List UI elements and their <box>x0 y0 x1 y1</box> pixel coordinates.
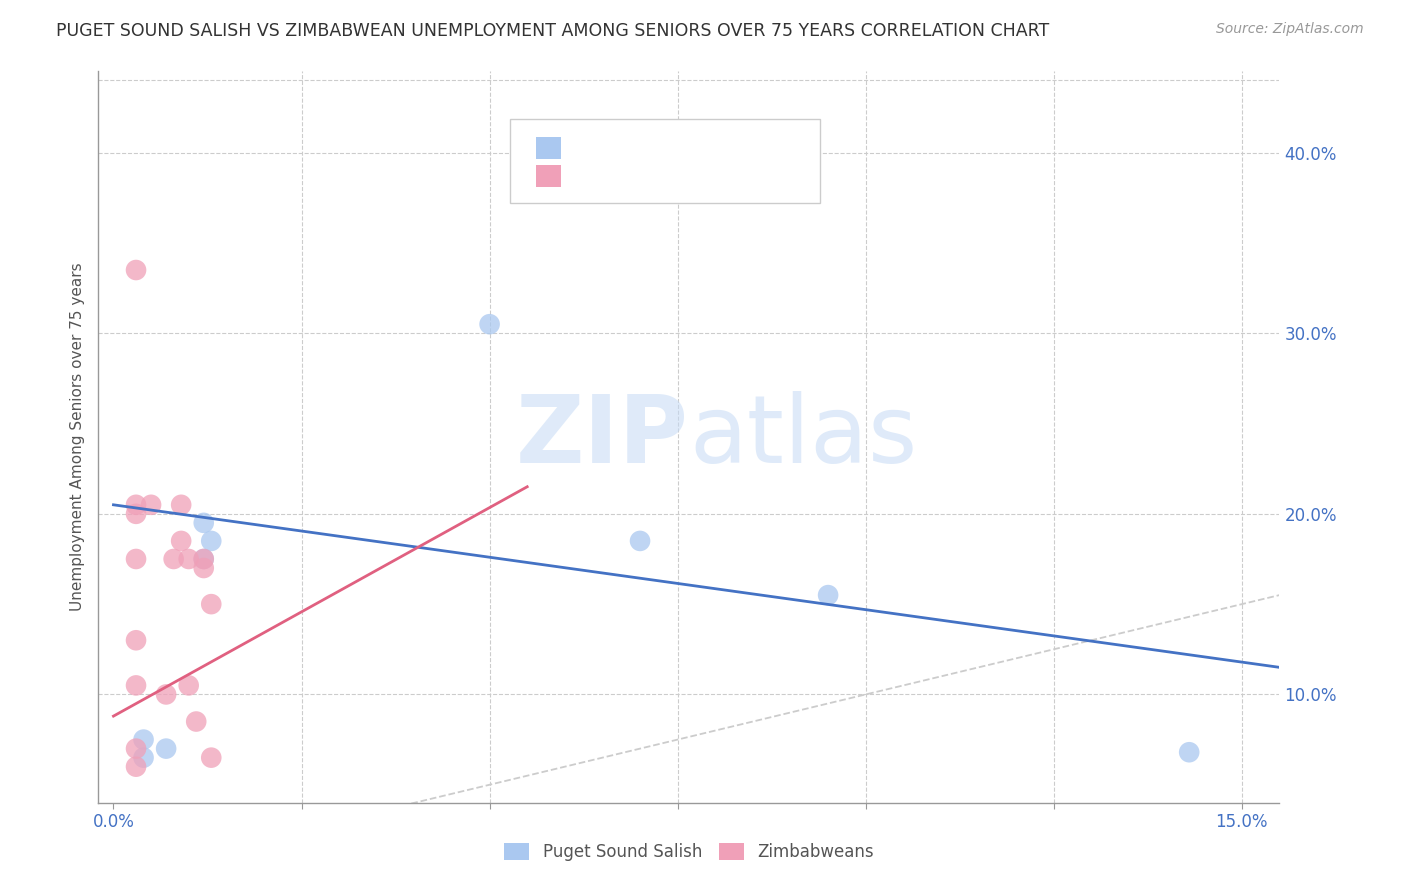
Point <box>125 498 148 512</box>
Y-axis label: Unemployment Among Seniors over 75 years: Unemployment Among Seniors over 75 years <box>69 263 84 611</box>
Point <box>170 533 193 548</box>
Point <box>193 552 215 566</box>
Point <box>200 533 222 548</box>
Point <box>186 714 208 729</box>
Point <box>628 533 651 548</box>
Point <box>193 516 215 530</box>
Legend: Puget Sound Salish, Zimbabweans: Puget Sound Salish, Zimbabweans <box>498 836 880 868</box>
Text: atlas: atlas <box>689 391 917 483</box>
Point <box>177 678 200 692</box>
Point <box>125 633 148 648</box>
Text: 0.261: 0.261 <box>609 167 662 185</box>
Point <box>170 498 193 512</box>
Text: -0.259: -0.259 <box>609 139 662 157</box>
Point <box>193 552 215 566</box>
Point <box>478 317 501 331</box>
Point <box>200 750 222 764</box>
Text: R =: R = <box>569 167 606 185</box>
Point <box>193 561 215 575</box>
Point <box>155 741 177 756</box>
Text: R =: R = <box>569 139 606 157</box>
Point <box>132 750 155 764</box>
Text: 10: 10 <box>710 139 731 157</box>
Point <box>177 552 200 566</box>
Point <box>125 507 148 521</box>
Point <box>125 678 148 692</box>
Text: N =: N = <box>675 139 723 157</box>
Text: Source: ZipAtlas.com: Source: ZipAtlas.com <box>1216 22 1364 37</box>
Point <box>163 552 186 566</box>
Point <box>125 760 148 774</box>
Text: 20: 20 <box>710 167 731 185</box>
Text: ZIP: ZIP <box>516 391 689 483</box>
Point <box>817 588 839 602</box>
Point <box>200 597 222 611</box>
Point <box>1178 745 1201 759</box>
Text: PUGET SOUND SALISH VS ZIMBABWEAN UNEMPLOYMENT AMONG SENIORS OVER 75 YEARS CORREL: PUGET SOUND SALISH VS ZIMBABWEAN UNEMPLO… <box>56 22 1049 40</box>
Point <box>125 263 148 277</box>
Point <box>139 498 162 512</box>
Point <box>155 688 177 702</box>
Point <box>125 741 148 756</box>
Point <box>132 732 155 747</box>
Text: N =: N = <box>675 167 723 185</box>
Point <box>125 552 148 566</box>
